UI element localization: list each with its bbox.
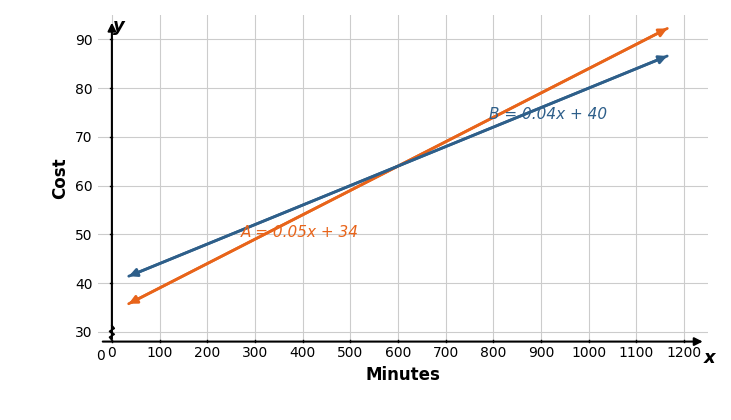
Text: A = 0.05x + 34: A = 0.05x + 34 [240, 225, 359, 240]
X-axis label: Minutes: Minutes [366, 366, 440, 384]
Text: 0: 0 [96, 349, 105, 363]
Text: x: x [704, 349, 716, 367]
Text: y: y [113, 18, 124, 35]
Text: B = 0.04x + 40: B = 0.04x + 40 [488, 108, 607, 122]
Y-axis label: Cost: Cost [52, 158, 69, 199]
